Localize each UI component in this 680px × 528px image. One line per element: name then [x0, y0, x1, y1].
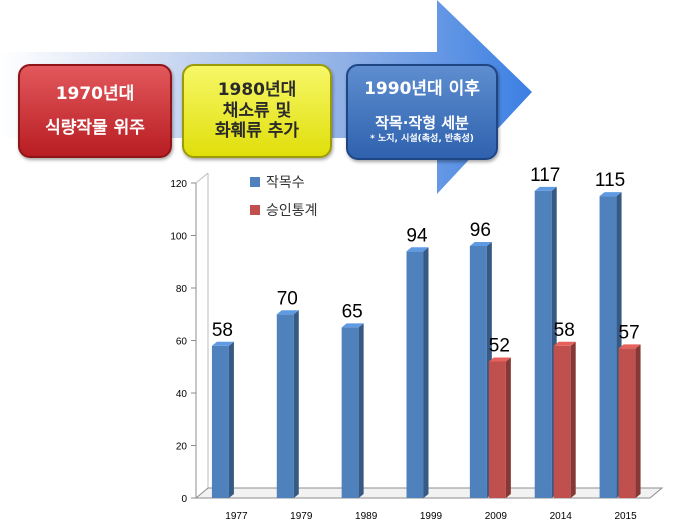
bar-side	[423, 247, 429, 498]
data-label: 65	[342, 301, 363, 322]
bar-top	[406, 247, 429, 252]
y-tick-label: 20	[176, 442, 188, 453]
y-axis-top-edge	[195, 172, 209, 184]
bar-side	[570, 341, 576, 498]
bar-top	[618, 344, 641, 349]
bar	[618, 348, 636, 498]
data-label: 58	[212, 320, 233, 341]
data-label: 117	[530, 165, 560, 186]
x-tick-label: 2014	[550, 511, 573, 522]
era-1990s-body: 작목·작형 세분	[375, 113, 469, 132]
x-tick-label: 1977	[225, 511, 248, 522]
era-1980s-title: 1980년대	[217, 80, 297, 101]
data-label: 96	[470, 220, 491, 241]
bar-side	[228, 341, 234, 498]
bar	[553, 345, 571, 498]
y-tick-label: 60	[176, 337, 188, 348]
era-banner: 1970년대 식량작물 위주 1980년대 채소류 및 화훼류 추가 1990년…	[0, 0, 680, 200]
x-tick-label: 2015	[614, 511, 637, 522]
data-label: 58	[554, 320, 575, 341]
era-1980s-box: 1980년대 채소류 및 화훼류 추가	[182, 64, 332, 158]
data-label: 57	[619, 322, 640, 343]
y-tick-label: 100	[170, 232, 187, 243]
chart-floor	[194, 487, 664, 499]
data-label: 94	[406, 225, 428, 246]
bar	[469, 246, 487, 498]
era-1990s-note: * 노지, 시설(촉성, 반촉성)	[370, 133, 474, 144]
era-1970s-title: 1970년대	[55, 83, 135, 104]
era-1990s-box: 1990년대 이후 작목·작형 세분 * 노지, 시설(촉성, 반촉성)	[346, 64, 498, 160]
legend-swatch	[250, 205, 260, 215]
data-label: 115	[595, 170, 625, 191]
bar-top	[488, 357, 511, 362]
legend-label: 승인통계	[266, 203, 318, 219]
y-tick-label: 0	[181, 494, 187, 505]
y-tick-label: 120	[170, 179, 187, 190]
era-1980s-line2: 화훼류 추가	[214, 121, 300, 142]
bar-top	[534, 186, 557, 191]
y-tick-label: 40	[176, 389, 188, 400]
x-tick-label: 1989	[355, 511, 378, 522]
x-tick-label: 1999	[420, 511, 443, 522]
data-label: 52	[489, 336, 510, 357]
bar-side	[505, 357, 511, 498]
bar-side	[293, 310, 299, 498]
bar-top	[469, 242, 492, 246]
bar-side	[358, 323, 364, 498]
x-tick-label: 1979	[290, 511, 313, 522]
legend-swatch	[250, 177, 260, 187]
bar	[276, 314, 294, 498]
bar-top	[211, 341, 234, 346]
legend-label: 작목수	[266, 175, 305, 191]
bar-side	[635, 344, 641, 498]
bar	[406, 251, 424, 498]
data-label: 70	[277, 288, 298, 309]
era-1970s-box: 1970년대 식량작물 위주	[18, 64, 172, 158]
bar-top	[276, 310, 299, 315]
era-1990s-title: 1990년대 이후	[364, 79, 480, 100]
bar-top	[553, 341, 576, 346]
bar	[341, 327, 359, 498]
bar	[488, 361, 506, 498]
bar	[211, 345, 229, 498]
bar	[534, 190, 552, 498]
era-1980s-line1: 채소류 및	[222, 100, 292, 121]
era-1970s-body: 식량작물 위주	[45, 118, 145, 138]
bar	[599, 196, 617, 498]
x-tick-label: 2009	[485, 511, 508, 522]
bar-top	[341, 323, 364, 328]
y-tick-label: 80	[176, 284, 188, 295]
bar-top	[599, 192, 622, 197]
